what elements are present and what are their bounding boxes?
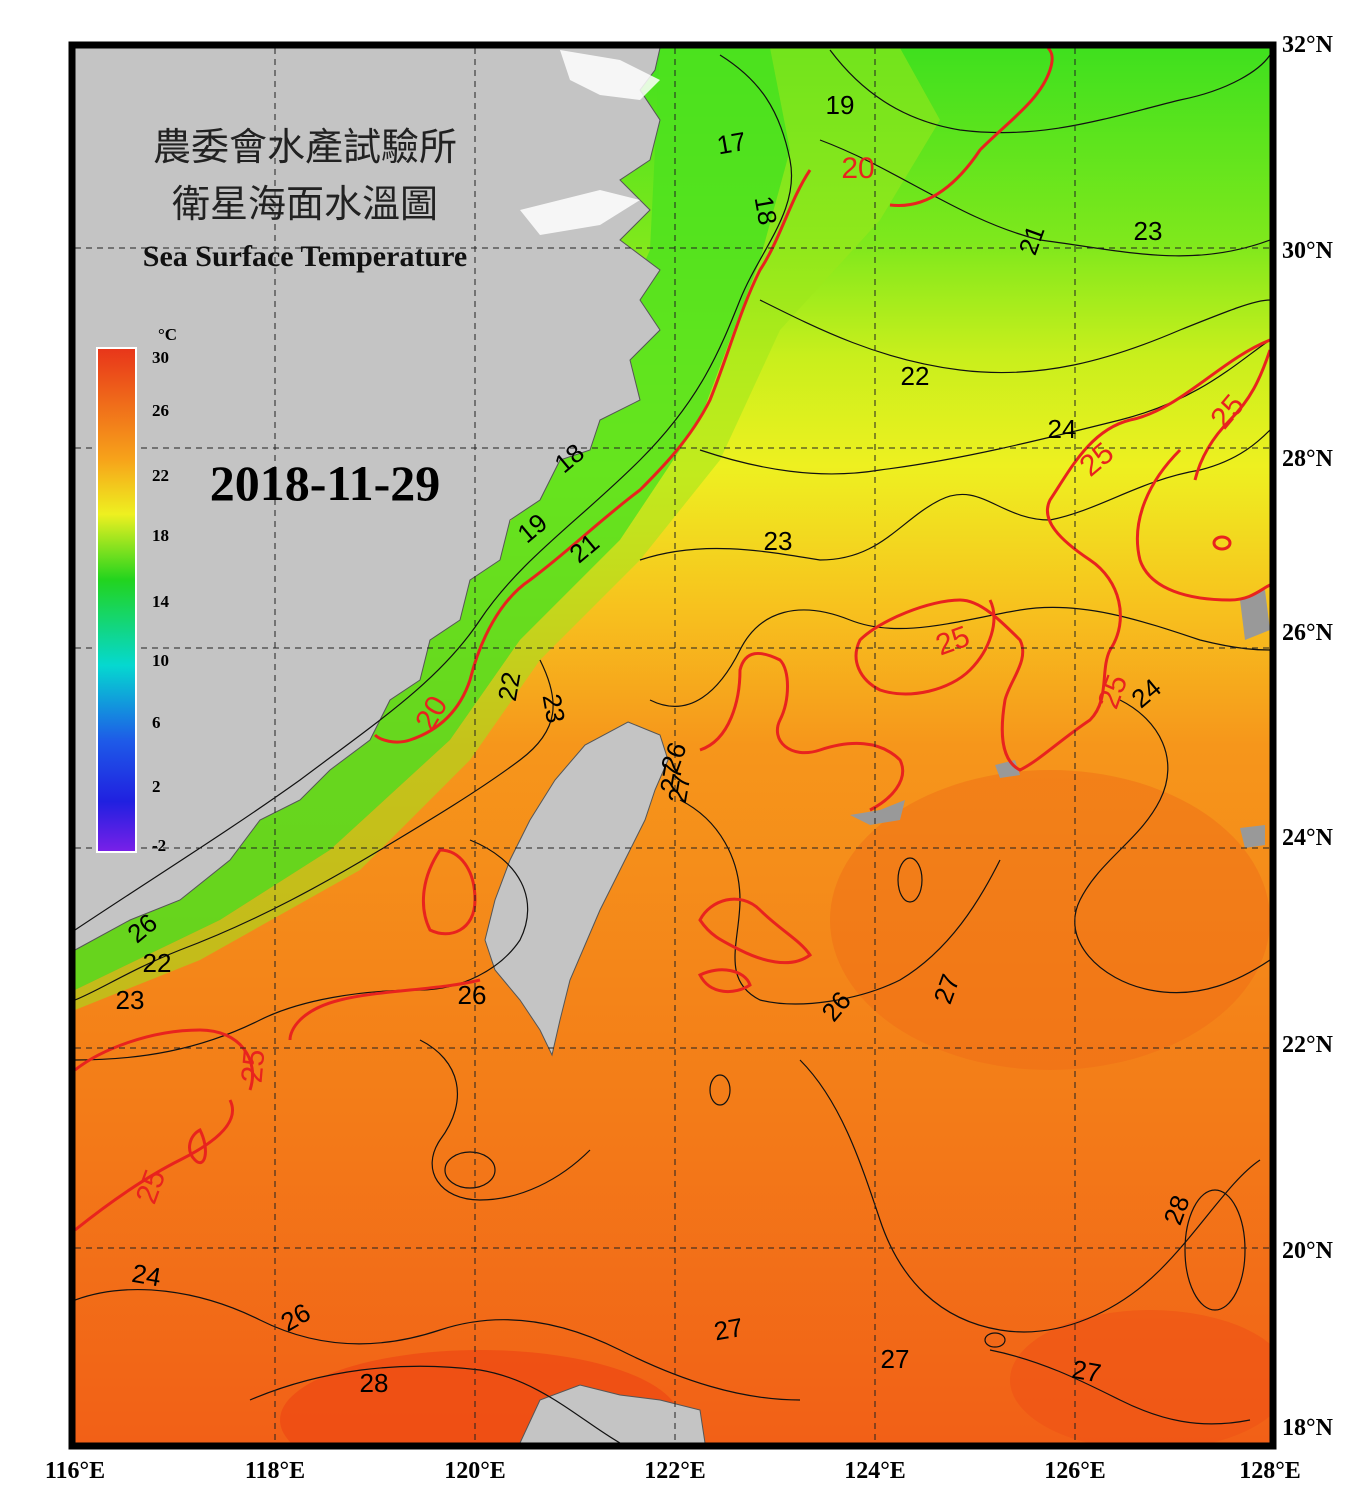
isotherm-label: 24 xyxy=(130,1258,164,1293)
isotherm-label: 23 xyxy=(537,692,572,726)
colorbar-tick-label: 14 xyxy=(152,592,170,611)
amami-island xyxy=(1240,590,1270,640)
colorbar-tick-label: 2 xyxy=(152,777,161,796)
isotherm-label: 18 xyxy=(749,194,784,228)
isotherm-label: 23 xyxy=(764,526,793,556)
taiwan-island xyxy=(484,721,669,1057)
title-english: Sea Surface Temperature xyxy=(143,240,467,273)
china-mainland xyxy=(75,48,661,951)
longitude-labels: 116°E 118°E 120°E 122°E 124°E 126°E 128°E xyxy=(45,1458,1301,1484)
isotherm-label: 19 xyxy=(826,90,855,120)
title-cn-line2: 衛星海面水溫圖 xyxy=(172,182,438,226)
date-label: 2018-11-29 xyxy=(210,455,441,511)
isotherm-label: 28 xyxy=(360,1368,389,1398)
isotherm-label: 24 xyxy=(1048,414,1077,444)
colorbar: °C 30 26 22 18 14 10 6 2 -2 xyxy=(96,325,177,855)
isotherm-label: 27 xyxy=(712,1312,746,1347)
isotherm-label: 26 xyxy=(458,980,487,1010)
lat-label: 32°N xyxy=(1282,32,1334,58)
red-isotherms xyxy=(75,48,1270,1232)
isotherm-label: 22 xyxy=(901,361,930,391)
lon-label: 126°E xyxy=(1044,1458,1106,1484)
lat-label: 26°N xyxy=(1282,620,1334,646)
isotherm-label: 23 xyxy=(116,985,145,1015)
lat-label: 28°N xyxy=(1282,446,1334,472)
lat-label: 22°N xyxy=(1282,1032,1334,1058)
lat-label: 30°N xyxy=(1282,238,1334,264)
map-frame xyxy=(68,41,1277,1450)
graticule xyxy=(75,48,1270,1443)
yangtze-estuary xyxy=(560,50,660,100)
isotherm-label: 17 xyxy=(715,126,749,161)
lon-label: 118°E xyxy=(245,1458,305,1484)
isotherm-label-red: 25 xyxy=(236,1048,272,1084)
transition-band xyxy=(75,48,940,1010)
colorbar-tick-label: -2 xyxy=(152,836,166,855)
lon-label: 120°E xyxy=(444,1458,506,1484)
title-cn-line1: 農委會水產試驗所 xyxy=(153,125,457,169)
luzon-island xyxy=(519,1384,706,1443)
colorbar-gradient xyxy=(96,347,137,853)
colorbar-tick-label: 6 xyxy=(152,713,161,732)
lat-label: 18°N xyxy=(1282,1415,1334,1441)
isotherm-label: 27 xyxy=(1070,1354,1104,1389)
isotherm-label: 22 xyxy=(143,948,172,978)
isotherm-label: 27 xyxy=(662,772,697,806)
latitude-labels: 32°N 30°N 28°N 26°N 24°N 22°N 20°N 18°N xyxy=(1282,32,1334,1441)
colorbar-tick-label: 22 xyxy=(152,466,169,485)
isotherm-label: 23 xyxy=(1134,216,1163,246)
lon-label: 122°E xyxy=(644,1458,706,1484)
ryukyu-islands xyxy=(850,800,905,825)
colorbar-tick-label: 30 xyxy=(152,348,169,367)
black-isotherms xyxy=(75,49,1270,1443)
colorbar-tick-label: 26 xyxy=(152,401,169,420)
isotherm-label: 27 xyxy=(881,1344,910,1374)
hangzhou-bay xyxy=(520,190,640,235)
warm-pool-southeast xyxy=(1010,1310,1270,1443)
colorbar-tick-label: 10 xyxy=(152,651,169,670)
isotherm-label-red: 20 xyxy=(841,152,874,185)
isotherm-label: 22 xyxy=(492,670,527,704)
lon-label: 116°E xyxy=(45,1458,105,1484)
lon-label: 124°E xyxy=(844,1458,906,1484)
warm-pool-east xyxy=(830,770,1270,1070)
lat-label: 20°N xyxy=(1282,1238,1334,1264)
isotherm-label: 27 xyxy=(654,762,689,796)
colorbar-tick-label: 18 xyxy=(152,526,169,545)
lat-label: 24°N xyxy=(1282,825,1334,851)
colorbar-unit: °C xyxy=(158,325,177,344)
colorbar-ticks: 30 26 22 18 14 10 6 2 -2 xyxy=(152,348,170,855)
daito-island xyxy=(1240,825,1265,848)
lon-label: 128°E xyxy=(1239,1458,1301,1484)
